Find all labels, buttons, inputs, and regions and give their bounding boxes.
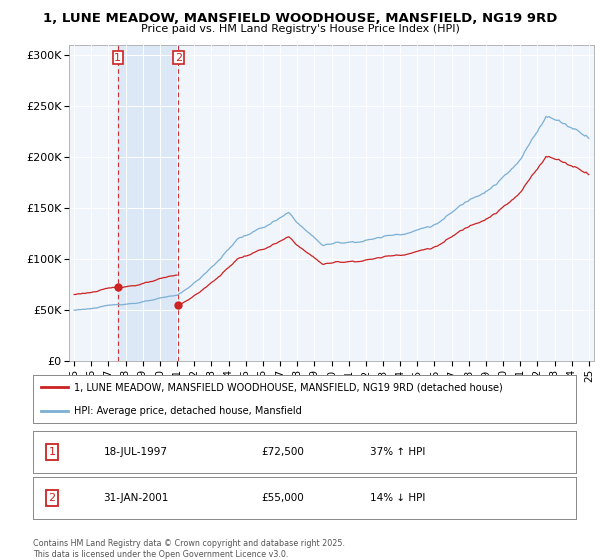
Text: 2: 2 — [49, 493, 56, 503]
Text: £72,500: £72,500 — [261, 447, 304, 457]
Text: 1, LUNE MEADOW, MANSFIELD WOODHOUSE, MANSFIELD, NG19 9RD: 1, LUNE MEADOW, MANSFIELD WOODHOUSE, MAN… — [43, 12, 557, 25]
Text: 37% ↑ HPI: 37% ↑ HPI — [370, 447, 425, 457]
Text: 1, LUNE MEADOW, MANSFIELD WOODHOUSE, MANSFIELD, NG19 9RD (detached house): 1, LUNE MEADOW, MANSFIELD WOODHOUSE, MAN… — [74, 382, 502, 392]
Text: £55,000: £55,000 — [261, 493, 304, 503]
Bar — [118, 45, 178, 361]
Text: Price paid vs. HM Land Registry's House Price Index (HPI): Price paid vs. HM Land Registry's House … — [140, 24, 460, 34]
Text: 1: 1 — [114, 53, 121, 63]
Text: 14% ↓ HPI: 14% ↓ HPI — [370, 493, 425, 503]
Text: 18-JUL-1997: 18-JUL-1997 — [104, 447, 167, 457]
Text: 2: 2 — [175, 53, 182, 63]
Text: Contains HM Land Registry data © Crown copyright and database right 2025.
This d: Contains HM Land Registry data © Crown c… — [33, 539, 345, 559]
Text: 31-JAN-2001: 31-JAN-2001 — [104, 493, 169, 503]
Text: HPI: Average price, detached house, Mansfield: HPI: Average price, detached house, Mans… — [74, 406, 301, 416]
Text: 1: 1 — [49, 447, 56, 457]
